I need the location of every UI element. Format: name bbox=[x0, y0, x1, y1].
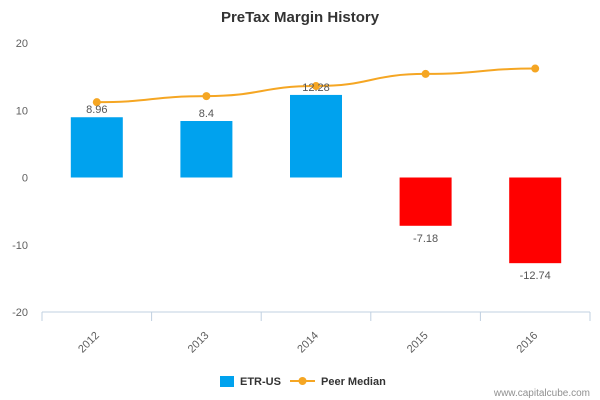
data-label-2016: -12.74 bbox=[520, 270, 551, 282]
legend-item-peer-median[interactable]: Peer Median bbox=[290, 376, 386, 388]
peer-median-point-2012[interactable] bbox=[92, 98, 101, 107]
line-series bbox=[92, 64, 540, 107]
data-label-2015: -7.18 bbox=[413, 233, 438, 245]
bar-2016[interactable] bbox=[509, 177, 562, 264]
bar-2014[interactable] bbox=[290, 94, 342, 178]
y-tick-label: 20 bbox=[16, 38, 28, 50]
peer-median-point-2014[interactable] bbox=[312, 82, 320, 91]
legend[interactable]: ETR-US Peer Median bbox=[220, 376, 386, 388]
peer-median-point-2016[interactable] bbox=[531, 64, 540, 73]
x-tick-label: 2015 bbox=[405, 330, 431, 356]
data-label-2013: 8.4 bbox=[199, 108, 214, 120]
chart-title: PreTax Margin History bbox=[221, 9, 380, 26]
x-tick-label: 2013 bbox=[186, 330, 212, 356]
x-tick-label: 2016 bbox=[515, 330, 541, 356]
legend-marker-peer-median bbox=[298, 377, 307, 385]
bar-2012[interactable] bbox=[70, 117, 123, 178]
legend-label-peer-median: Peer Median bbox=[321, 376, 386, 388]
data-label-2012: 8.96 bbox=[86, 104, 107, 116]
data-label-2014: 12.28 bbox=[302, 82, 330, 94]
bar-2013[interactable] bbox=[180, 121, 233, 178]
x-tick-label: 2014 bbox=[295, 330, 321, 356]
bar-2015[interactable] bbox=[399, 177, 452, 226]
peer-median-point-2013[interactable] bbox=[202, 92, 211, 101]
bar-series bbox=[70, 94, 562, 264]
legend-swatch-etr bbox=[220, 376, 234, 387]
y-tick-label: -10 bbox=[12, 240, 28, 252]
x-axis: 2012 2013 2014 2015 2016 bbox=[41, 311, 591, 356]
legend-label-etr: ETR-US bbox=[240, 376, 281, 388]
y-tick-label: 0 bbox=[22, 173, 28, 185]
y-tick-label: -20 bbox=[12, 307, 28, 319]
x-tick-label: 2012 bbox=[76, 330, 102, 356]
legend-item-etr[interactable]: ETR-US bbox=[220, 376, 281, 388]
y-tick-label: 10 bbox=[16, 105, 28, 117]
y-axis: 20 10 0 -10 -20 bbox=[12, 38, 28, 319]
credit-text: www.capitalcube.com bbox=[493, 388, 590, 399]
peer-median-point-2015[interactable] bbox=[421, 69, 430, 78]
data-labels: 8.96 8.4 12.28 -7.18 -12.74 bbox=[86, 82, 551, 282]
